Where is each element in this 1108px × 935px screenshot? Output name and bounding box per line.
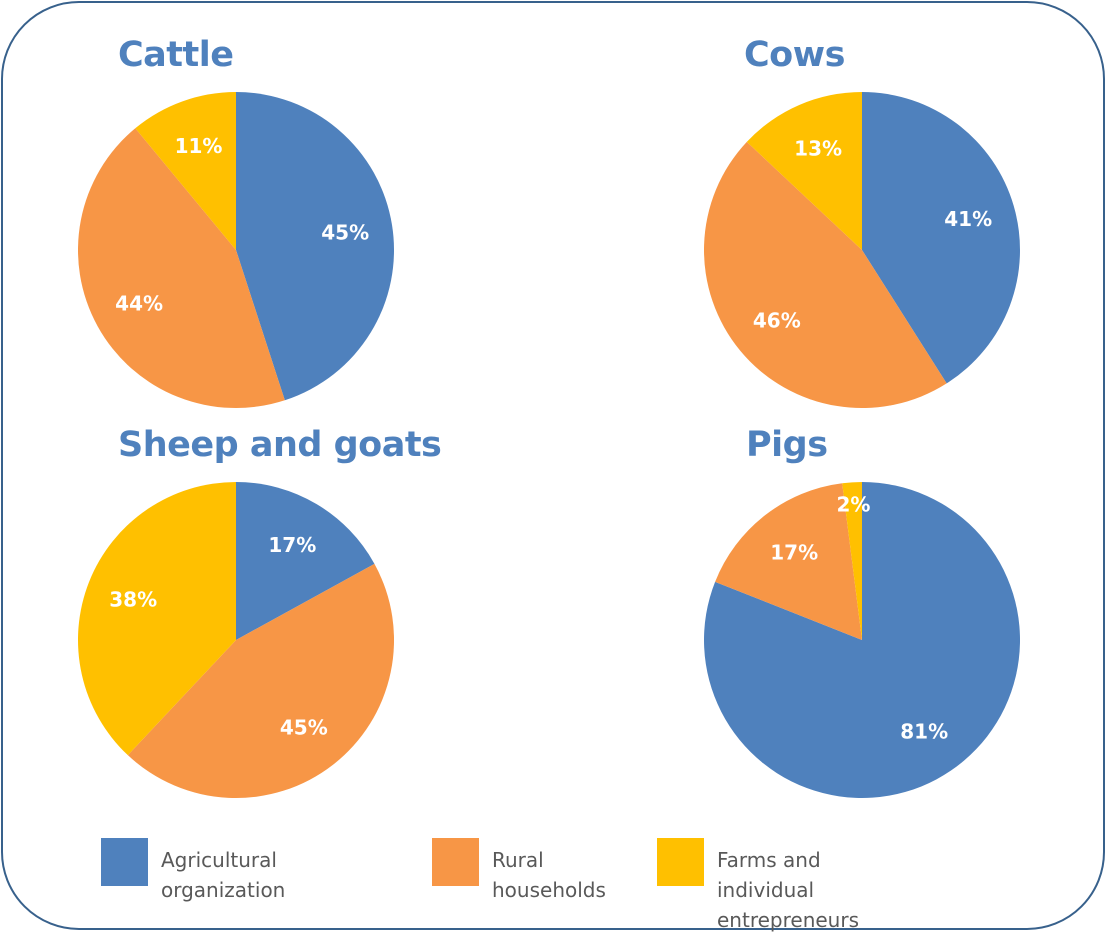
pie-slice-cows-agricultural-organization <box>862 92 1020 384</box>
pie-slice-pigs-farms-and-individual-entrepreneurs <box>842 482 862 640</box>
legend-swatch-agricultural-organization <box>101 838 148 886</box>
chart-title-pigs: Pigs <box>746 425 828 465</box>
pie-cattle: 45% 44% 11% <box>78 92 395 409</box>
data-label-cows-agricultural-organization: 41% <box>944 207 992 231</box>
legend-swatch-farms-and-individual-entrepreneurs <box>657 838 704 886</box>
pie-slice-cattle-rural-households <box>78 128 285 409</box>
pie-pigs: 81% 17% 2% <box>704 482 1021 799</box>
pie-slice-pigs-agricultural-organization <box>704 482 1021 799</box>
pie-slice-pigs-rural-households <box>715 483 862 640</box>
data-label-pigs-farms-and-individual-entrepreneurs: 2% <box>837 492 871 516</box>
data-label-cows-rural-households: 46% <box>753 309 801 333</box>
data-label-cattle-rural-households: 44% <box>115 291 163 315</box>
pie-slice-cattle-farms-and-individual-entrepreneurs <box>135 92 236 250</box>
chart-title-sheep-and-goats: Sheep and goats <box>118 425 442 465</box>
chart-title-cattle: Cattle <box>118 35 234 75</box>
pie-sheep-and-goats: 17% 45% 38% <box>77 481 395 799</box>
legend-label-agricultural-organization: Agricultural organization <box>161 848 286 902</box>
data-label-cows-farms-and-individual-entrepreneurs: 13% <box>794 137 842 161</box>
data-label-cattle-agricultural-organization: 45% <box>321 221 369 245</box>
data-label-pigs-agricultural-organization: 81% <box>900 720 948 744</box>
data-label-sheep-and-goats-farms-and-individual-entrepreneurs: 38% <box>109 587 157 611</box>
data-label-cattle-farms-and-individual-entrepreneurs: 11% <box>175 134 223 158</box>
pie-slice-sheep-and-goats-rural-households <box>127 563 395 799</box>
chart-title-cows: Cows <box>744 35 845 75</box>
legend-label-farms-and-individual-entrepreneurs: Farms and individual entrepreneurs <box>717 848 859 932</box>
data-label-pigs-rural-households: 17% <box>770 541 818 565</box>
data-label-sheep-and-goats-agricultural-organization: 17% <box>268 533 316 557</box>
pie-cows: 41% 46% 13% <box>703 91 1020 408</box>
pie-slice-cattle-agricultural-organization <box>236 92 395 401</box>
pie-slice-sheep-and-goats-farms-and-individual-entrepreneurs <box>77 482 236 756</box>
pie-slice-cows-rural-households <box>703 141 947 408</box>
pie-slice-sheep-and-goats-agricultural-organization <box>236 481 375 640</box>
legend-label-rural-households: Rural households <box>492 848 606 902</box>
legend-swatch-rural-households <box>432 838 479 886</box>
pie-slice-cows-farms-and-individual-entrepreneurs <box>746 91 862 250</box>
data-label-sheep-and-goats-rural-households: 45% <box>280 715 328 739</box>
